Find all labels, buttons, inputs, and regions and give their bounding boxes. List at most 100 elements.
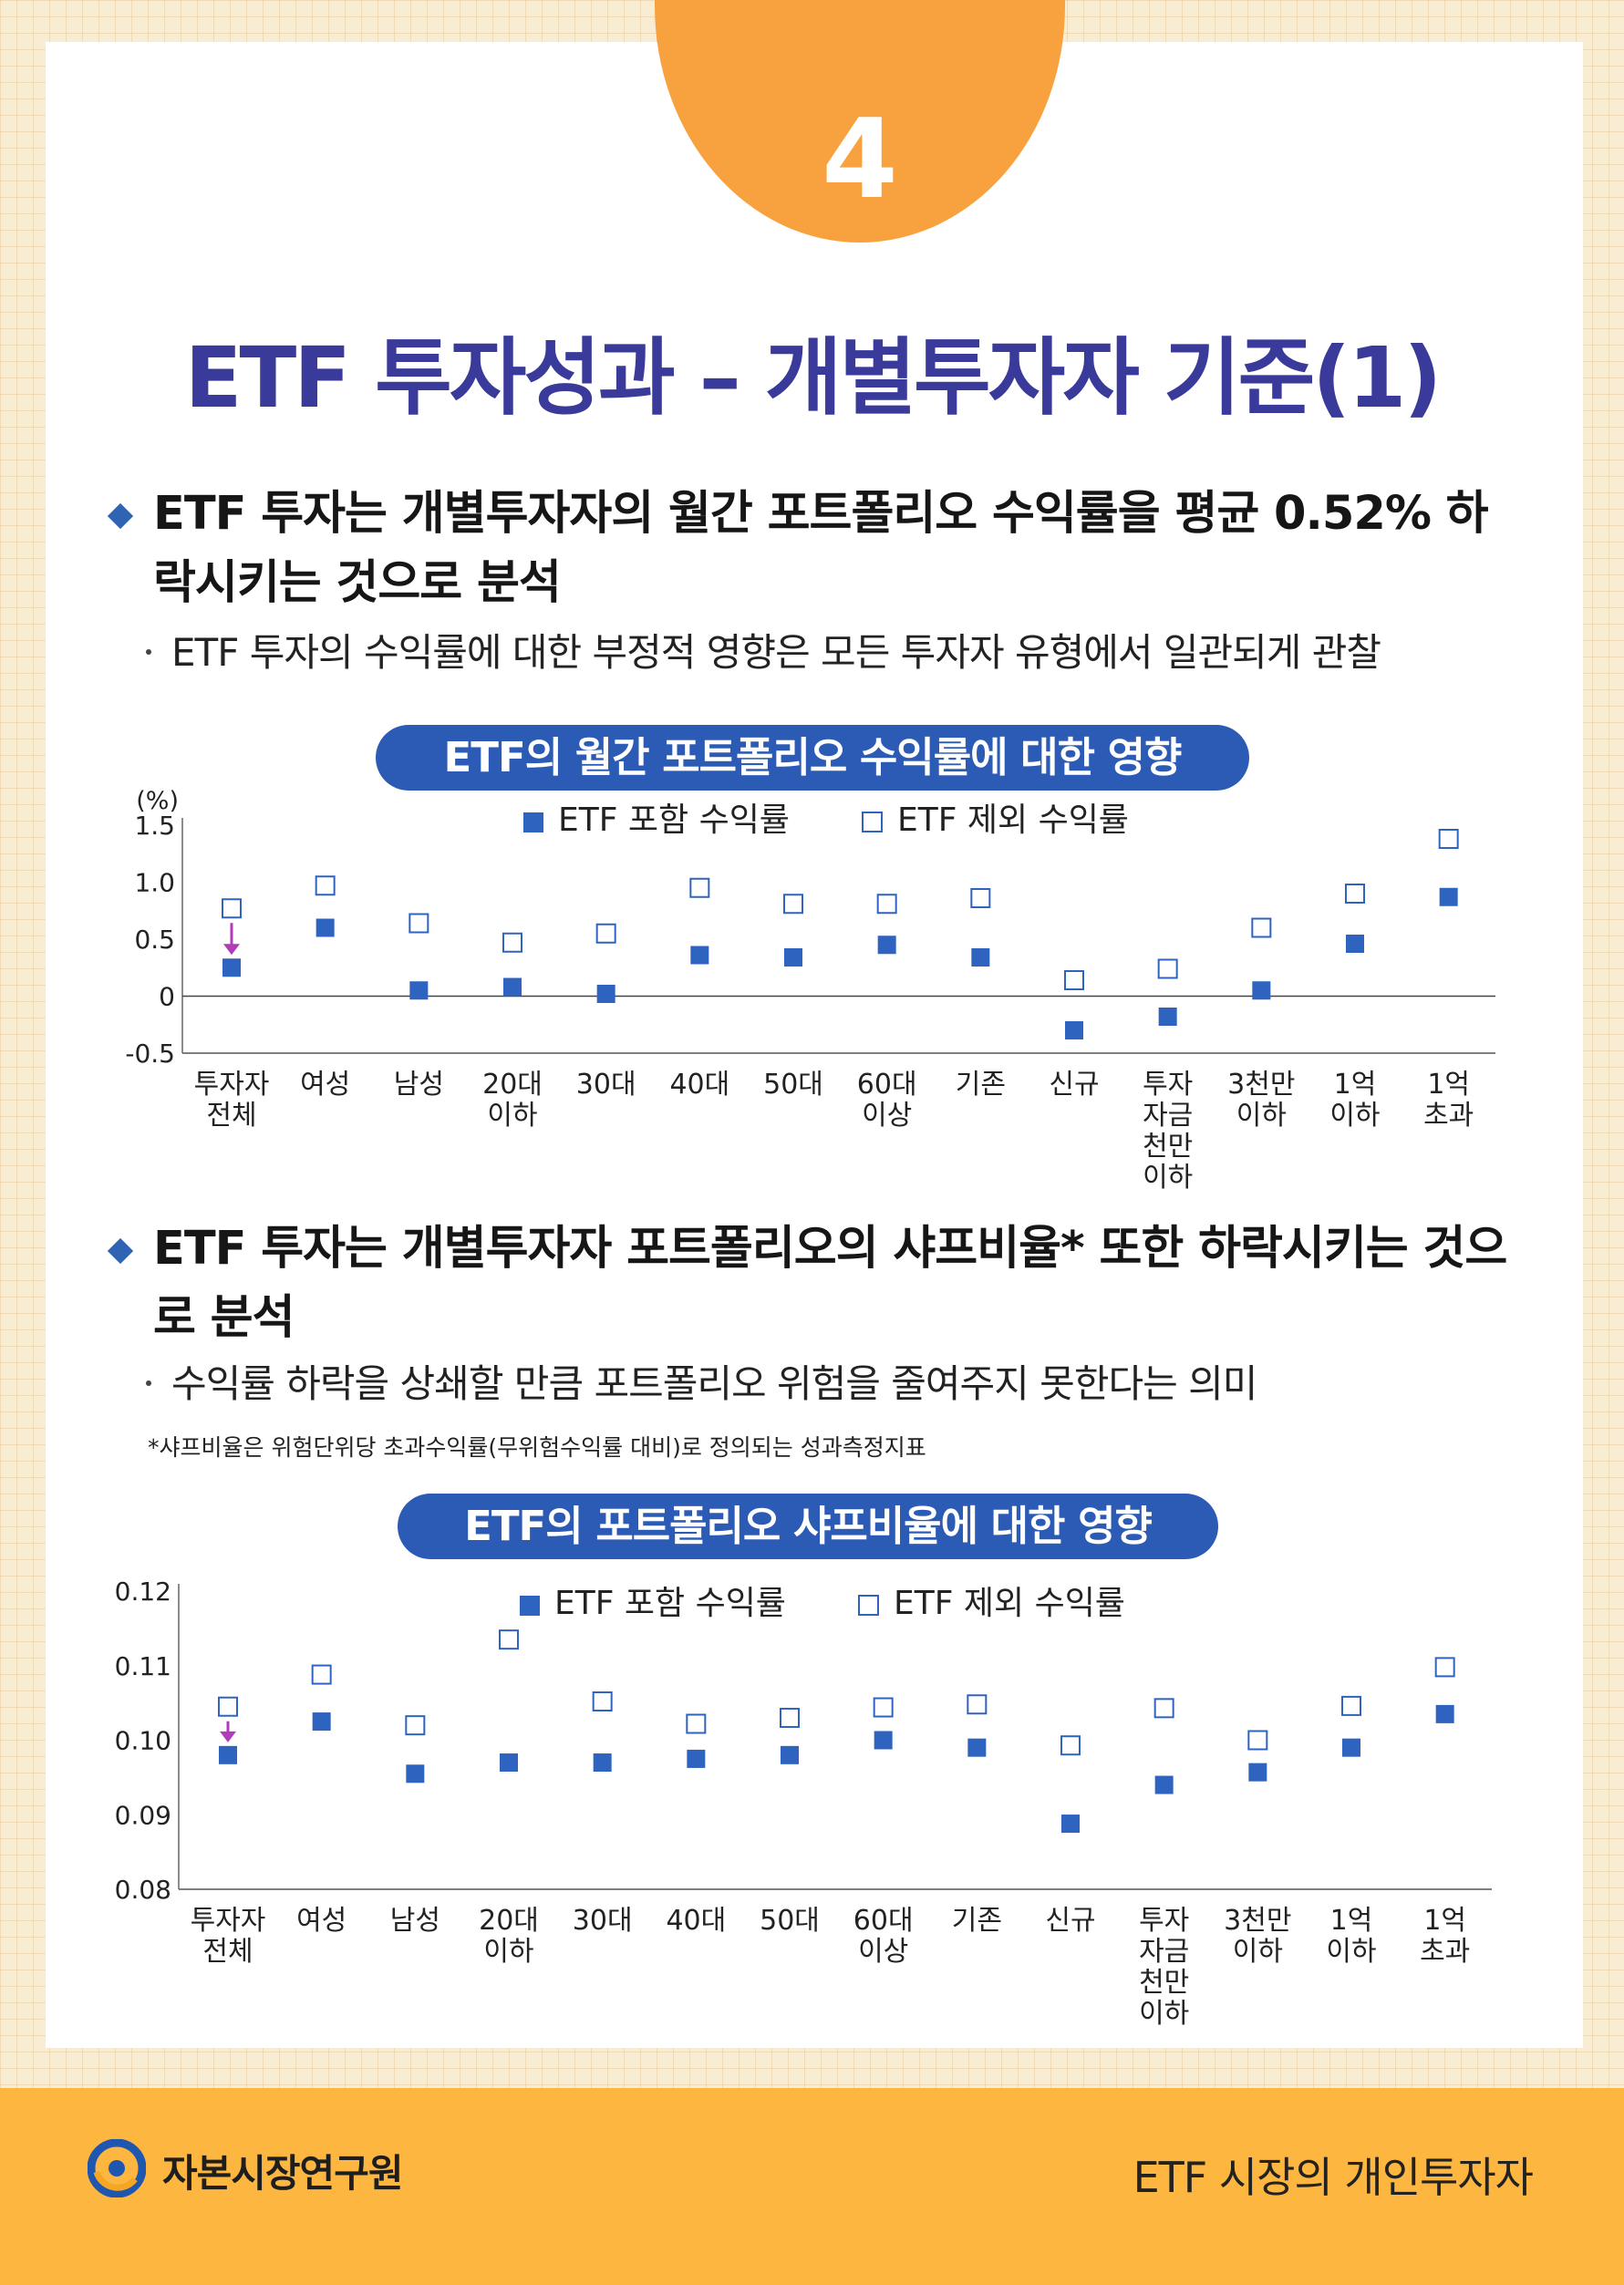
marker-without-etf	[1345, 884, 1365, 904]
category-label: 이상	[858, 1936, 908, 1968]
category-label: 이하	[483, 1936, 533, 1968]
category-label: 신규	[1049, 1069, 1099, 1101]
organization-name: 자본시장연구원	[162, 2151, 403, 2196]
marker-without-etf	[1434, 1657, 1455, 1678]
marker-with-etf	[971, 948, 990, 967]
marker-with-etf	[784, 948, 802, 967]
marker-without-etf	[405, 1715, 426, 1736]
category-label: 60대	[857, 1069, 917, 1101]
bullet-1-text: ETF 투자는 개별투자자의 월간 포트폴리오 수익률을 평균 0.52% 하락…	[153, 487, 1489, 610]
y-tick-label: 1.0	[134, 868, 175, 898]
marker-without-etf	[499, 1629, 519, 1650]
bullet-2-sub-text: 수익률 하락을 상쇄할 만큼 포트폴리오 위험을 줄여주지 못한다는 의미	[171, 1361, 1257, 1406]
marker-with-etf	[687, 1749, 706, 1768]
chart-1-title: ETF의 월간 포트폴리오 수익률에 대한 영향	[376, 725, 1249, 791]
marker-without-etf	[1157, 958, 1178, 979]
marker-with-etf	[1252, 981, 1271, 1000]
y-tick-label: 0.5	[134, 925, 175, 955]
category-label: 이상	[862, 1100, 912, 1132]
category-label: 투자자	[194, 1069, 270, 1101]
category-label: 60대	[853, 1905, 914, 1937]
sub-bullet-dot-icon	[146, 1380, 151, 1386]
bullet-1-sub-text: ETF 투자의 수익률에 대한 부정적 영향은 모든 투자자 유형에서 일관되게…	[171, 630, 1381, 675]
marker-with-etf	[1439, 887, 1458, 906]
category-label: 초과	[1420, 1936, 1470, 1968]
marker-without-etf	[595, 923, 616, 944]
marker-without-etf	[686, 1713, 707, 1734]
category-label: 40대	[666, 1905, 726, 1937]
marker-without-etf	[502, 932, 522, 953]
category-label: 남성	[394, 1069, 444, 1101]
y-unit-label: (%)	[136, 787, 179, 815]
marker-with-etf	[409, 981, 429, 1000]
category-label: 이하	[1233, 1936, 1283, 1968]
marker-without-etf	[311, 1664, 332, 1685]
marker-without-etf	[967, 1694, 988, 1715]
marker-without-etf	[218, 1696, 238, 1717]
footer-bar	[0, 2088, 1624, 2285]
marker-with-etf	[1248, 1763, 1267, 1782]
marker-with-etf	[1065, 1021, 1083, 1039]
category-label: 이하	[487, 1100, 537, 1132]
category-label: 이하	[1143, 1162, 1193, 1194]
org-logo-icon	[88, 2139, 146, 2197]
marker-with-etf	[500, 1753, 518, 1773]
marker-without-etf	[315, 875, 336, 896]
category-label: 천만	[1139, 1967, 1189, 1999]
y-tick-label: 0.12	[115, 1577, 171, 1607]
marker-with-etf	[690, 946, 709, 965]
sub-bullet-dot-icon	[146, 649, 151, 655]
category-label: 3천만	[1227, 1069, 1295, 1101]
legend-label-with-etf: ETF 포함 수익률	[558, 801, 790, 839]
page-title: ETF 투자성과 – 개별투자자 기준(1)	[184, 329, 1443, 427]
category-label: 여성	[296, 1905, 347, 1937]
marker-with-etf	[1154, 1775, 1174, 1794]
marker-with-etf	[596, 985, 615, 1003]
category-label: 이하	[1326, 1936, 1376, 1968]
marker-without-etf	[1064, 970, 1084, 990]
legend-filled-marker	[520, 1596, 540, 1616]
category-label: 전체	[206, 1100, 256, 1132]
y-tick-label: 1.5	[134, 811, 175, 841]
category-label: 자금	[1139, 1936, 1189, 1968]
category-label: 이하	[1329, 1100, 1380, 1132]
marker-with-etf	[315, 918, 335, 937]
marker-with-etf	[312, 1712, 331, 1732]
marker-with-etf	[1342, 1738, 1360, 1757]
bullet-2: ETF 투자는 개별투자자 포트폴리오의 샤프비율* 또한 하락시키는 것으로 …	[102, 1215, 1525, 1415]
category-label: 초과	[1423, 1100, 1474, 1132]
marker-without-etf	[1153, 1698, 1174, 1719]
category-label: 이하	[1236, 1100, 1287, 1132]
category-label: 30대	[573, 1905, 633, 1937]
report-title: ETF 시장의 개인투자자	[1133, 2153, 1534, 2202]
marker-without-etf	[1341, 1695, 1361, 1716]
marker-without-etf	[783, 894, 803, 915]
category-label: 3천만	[1224, 1905, 1291, 1937]
category-label: 기존	[956, 1069, 1006, 1101]
category-label: 1억	[1427, 1069, 1470, 1101]
category-label: 1억	[1334, 1069, 1377, 1101]
category-label: 40대	[669, 1069, 729, 1101]
sharpe-footnote: *샤프비율은 위험단위당 초과수익률(무위험수익률 대비)로 정의되는 성과측정…	[148, 1434, 926, 1461]
marker-with-etf	[874, 1731, 893, 1750]
bullet-1: ETF 투자는 개별투자자의 월간 포트폴리오 수익률을 평균 0.52% 하락…	[102, 480, 1525, 680]
marker-with-etf	[967, 1738, 987, 1757]
y-tick-label: 0.08	[115, 1875, 171, 1905]
category-label: 신규	[1045, 1905, 1095, 1937]
legend-filled-marker	[523, 812, 543, 832]
category-label: 50대	[760, 1905, 820, 1937]
marker-with-etf	[219, 1745, 237, 1764]
category-label: 30대	[576, 1069, 636, 1101]
decline-arrow-head	[220, 1731, 236, 1742]
chart-2-title: ETF의 포트폴리오 샤프비율에 대한 영향	[398, 1494, 1218, 1559]
category-label: 투자	[1143, 1069, 1193, 1101]
y-tick-label: 0.09	[115, 1800, 171, 1830]
diamond-bullet-icon	[107, 502, 134, 530]
marker-without-etf	[222, 898, 242, 919]
y-tick-label: 0.10	[115, 1726, 171, 1756]
y-tick-label: 0.11	[115, 1651, 171, 1681]
page-number: 4	[822, 97, 898, 223]
marker-with-etf	[1158, 1008, 1177, 1026]
legend-label-without-etf: ETF 제외 수익률	[897, 801, 1129, 839]
